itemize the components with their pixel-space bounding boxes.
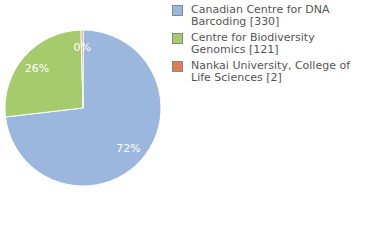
svg-text:0%: 0% <box>73 41 90 54</box>
html-text:Centre for Biodiversity Genomi: Centre for Biodiversity Genomics [121] <box>191 31 315 56</box>
svg-text:72%: 72% <box>116 142 140 155</box>
html-text:Canadian Centre for DNA Barcod: Canadian Centre for DNA Barcoding [330] <box>191 3 330 28</box>
svg-text:26%: 26% <box>25 62 49 75</box>
html-text:Nankai University, College of: Nankai University, College of Life Scien… <box>191 59 350 84</box>
